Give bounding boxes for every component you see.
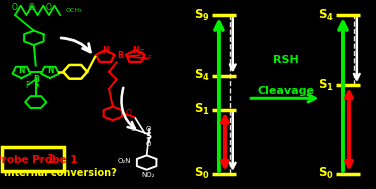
Text: O: O (146, 125, 151, 132)
Text: Cleavage: Cleavage (257, 86, 314, 96)
Text: O: O (131, 125, 136, 132)
Text: N: N (102, 46, 109, 55)
Text: O: O (126, 109, 132, 118)
Text: O: O (146, 141, 151, 147)
Text: N: N (132, 46, 139, 55)
Text: Probe: Probe (0, 155, 32, 165)
Text: OCH₃: OCH₃ (66, 8, 82, 13)
Text: $\mathbf{S_{4}}$: $\mathbf{S_{4}}$ (318, 8, 334, 23)
Text: B: B (117, 51, 123, 60)
Text: O₂N: O₂N (118, 158, 132, 164)
FancyBboxPatch shape (2, 147, 64, 171)
Text: B: B (33, 75, 39, 84)
Text: Is FRET an
internal conversion?: Is FRET an internal conversion? (4, 154, 117, 178)
Text: $\mathbf{S_{0}}$: $\mathbf{S_{0}}$ (194, 166, 210, 181)
Text: $\mathbf{S_{0}}$: $\mathbf{S_{0}}$ (318, 166, 334, 181)
Text: O: O (12, 3, 18, 12)
Text: $\mathbf{S_{1}}$: $\mathbf{S_{1}}$ (194, 102, 210, 117)
Text: NO₂: NO₂ (142, 172, 155, 178)
Text: $\mathbf{S_{1}}$: $\mathbf{S_{1}}$ (318, 77, 334, 93)
Text: 1: 1 (47, 153, 55, 166)
Text: RSH: RSH (273, 56, 299, 65)
Text: F: F (139, 49, 143, 58)
Text: F: F (25, 81, 30, 91)
Text: N: N (18, 66, 25, 75)
Text: O: O (46, 3, 52, 12)
Text: Probe 1: Probe 1 (32, 155, 77, 165)
Text: O: O (29, 3, 35, 12)
Text: $\mathbf{S_{4}}$: $\mathbf{S_{4}}$ (194, 68, 210, 83)
Text: S: S (146, 132, 152, 141)
Text: $\mathbf{S_{9}}$: $\mathbf{S_{9}}$ (194, 8, 210, 23)
Text: N: N (47, 66, 53, 75)
Text: F: F (36, 84, 39, 90)
Text: F: F (148, 55, 152, 61)
